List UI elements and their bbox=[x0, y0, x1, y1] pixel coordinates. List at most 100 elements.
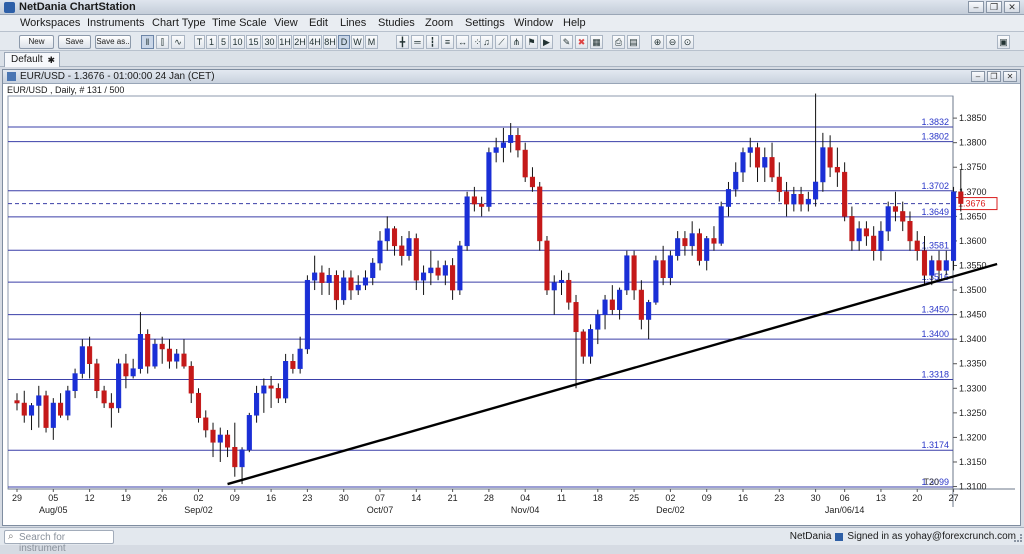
candle-up[interactable] bbox=[312, 272, 318, 281]
menu-chart-type[interactable]: Chart Type bbox=[152, 17, 206, 29]
candle-down[interactable] bbox=[834, 166, 840, 173]
candle-up[interactable] bbox=[602, 299, 608, 315]
menu-window[interactable]: Window bbox=[514, 17, 554, 29]
candle-up[interactable] bbox=[617, 289, 623, 310]
zoom-in-icon[interactable]: ⊕ bbox=[651, 35, 664, 49]
candle-up[interactable] bbox=[791, 194, 797, 205]
candle-up[interactable] bbox=[856, 228, 862, 242]
candle-up[interactable] bbox=[624, 255, 630, 291]
candle-up[interactable] bbox=[704, 238, 710, 261]
export-icon[interactable]: ▤ bbox=[627, 35, 640, 49]
candle-down[interactable] bbox=[842, 171, 848, 217]
candle-down[interactable] bbox=[43, 395, 49, 428]
timescale-2h-button[interactable]: 2H bbox=[293, 35, 307, 49]
candle-up[interactable] bbox=[355, 284, 361, 291]
candle-up[interactable] bbox=[950, 191, 957, 261]
pitchfork-icon[interactable]: ⋔ bbox=[510, 35, 523, 49]
candle-up[interactable] bbox=[72, 373, 78, 391]
candle-down[interactable] bbox=[181, 353, 187, 367]
candle-down[interactable] bbox=[711, 238, 717, 244]
candle-down[interactable] bbox=[195, 392, 202, 419]
candle-up[interactable] bbox=[813, 181, 819, 200]
remove-all-icon[interactable]: ▦ bbox=[590, 35, 603, 49]
candle-down[interactable] bbox=[232, 446, 238, 468]
candle-down[interactable] bbox=[936, 260, 942, 271]
candle-up[interactable] bbox=[283, 361, 289, 399]
timescale-1-button[interactable]: 1 bbox=[206, 35, 217, 49]
menu-help[interactable]: Help bbox=[563, 17, 586, 29]
candle-down[interactable] bbox=[275, 388, 281, 399]
candle-down[interactable] bbox=[145, 334, 151, 367]
candle-down[interactable] bbox=[290, 361, 296, 369]
vertical-line-icon[interactable]: ┇ bbox=[426, 35, 439, 49]
pencil-icon[interactable]: ✎ bbox=[560, 35, 573, 49]
support-trendline[interactable] bbox=[227, 262, 998, 486]
horizontal-line-icon[interactable]: ═ bbox=[411, 35, 424, 49]
bar-chart-icon[interactable]: ǁ bbox=[141, 35, 154, 49]
close-icon[interactable]: ✕ bbox=[1004, 1, 1020, 13]
candle-down[interactable] bbox=[58, 402, 64, 416]
candle-down[interactable] bbox=[769, 157, 775, 178]
timescale-m-button[interactable]: M bbox=[365, 35, 378, 49]
candle-up[interactable] bbox=[878, 230, 884, 251]
candle-up[interactable] bbox=[486, 152, 492, 207]
restore-icon[interactable]: ❐ bbox=[986, 1, 1002, 13]
candle-up[interactable] bbox=[725, 189, 732, 207]
candle-up[interactable] bbox=[762, 157, 768, 168]
candle-up[interactable] bbox=[428, 267, 434, 274]
save-button[interactable]: Save bbox=[58, 35, 91, 49]
candle-up[interactable] bbox=[740, 152, 746, 173]
candle-down[interactable] bbox=[529, 176, 536, 188]
candle-down[interactable] bbox=[849, 216, 855, 242]
candle-down[interactable] bbox=[268, 385, 274, 389]
candle-up[interactable] bbox=[384, 228, 390, 242]
candle-down[interactable] bbox=[87, 346, 93, 364]
candle-down[interactable] bbox=[573, 302, 579, 333]
resize-grip-icon[interactable] bbox=[1014, 534, 1022, 542]
timescale-30-button[interactable]: 30 bbox=[262, 35, 277, 49]
candle-up[interactable] bbox=[457, 245, 463, 291]
save-as-button[interactable]: Save as.. bbox=[95, 35, 131, 49]
candle-down[interactable] bbox=[907, 221, 913, 242]
candle-up[interactable] bbox=[254, 392, 260, 416]
candle-down[interactable] bbox=[435, 267, 441, 276]
candle-down[interactable] bbox=[798, 194, 804, 205]
line-chart-icon[interactable]: ∿ bbox=[171, 35, 185, 49]
candle-up[interactable] bbox=[689, 233, 695, 247]
menu-view[interactable]: View bbox=[274, 17, 298, 29]
candle-down[interactable] bbox=[210, 429, 216, 443]
chart-minimize-icon[interactable]: – bbox=[971, 71, 985, 82]
panel-toggle-icon[interactable]: ▣ bbox=[997, 35, 1010, 49]
candle-up[interactable] bbox=[595, 314, 601, 330]
candle-down[interactable] bbox=[892, 206, 899, 212]
menu-edit[interactable]: Edit bbox=[309, 17, 328, 29]
candle-down[interactable] bbox=[471, 196, 477, 205]
candle-up[interactable] bbox=[667, 255, 673, 279]
candle-up[interactable] bbox=[36, 395, 42, 406]
candle-down[interactable] bbox=[900, 211, 906, 222]
candle-up[interactable] bbox=[377, 240, 383, 264]
minimize-icon[interactable]: – bbox=[968, 1, 984, 13]
candle-up[interactable] bbox=[246, 415, 252, 450]
candle-down[interactable] bbox=[609, 299, 615, 310]
candle-down[interactable] bbox=[319, 272, 325, 283]
candle-down[interactable] bbox=[784, 191, 790, 205]
candle-up[interactable] bbox=[152, 343, 158, 367]
candle-down[interactable] bbox=[348, 277, 354, 291]
price-chart[interactable]: 1.3100 1.3150 1.3200 1.3250 1.3300 1.3350 1.34… bbox=[3, 70, 1020, 525]
candle-up[interactable] bbox=[551, 282, 557, 291]
timescale-15-button[interactable]: 15 bbox=[246, 35, 261, 49]
candle-up[interactable] bbox=[130, 368, 136, 377]
timescale-1h-button[interactable]: 1H bbox=[278, 35, 292, 49]
candle-down[interactable] bbox=[754, 147, 761, 168]
candle-down[interactable] bbox=[566, 279, 572, 303]
candle-down[interactable] bbox=[544, 240, 550, 291]
candle-down[interactable] bbox=[537, 186, 543, 242]
candle-down[interactable] bbox=[159, 343, 165, 350]
candle-up[interactable] bbox=[28, 405, 35, 416]
menu-workspaces[interactable]: Workspaces bbox=[20, 17, 81, 29]
candle-up[interactable] bbox=[500, 142, 506, 148]
candle-down[interactable] bbox=[638, 289, 644, 320]
candle-up[interactable] bbox=[174, 353, 180, 362]
menu-instruments[interactable]: Instruments bbox=[87, 17, 145, 29]
